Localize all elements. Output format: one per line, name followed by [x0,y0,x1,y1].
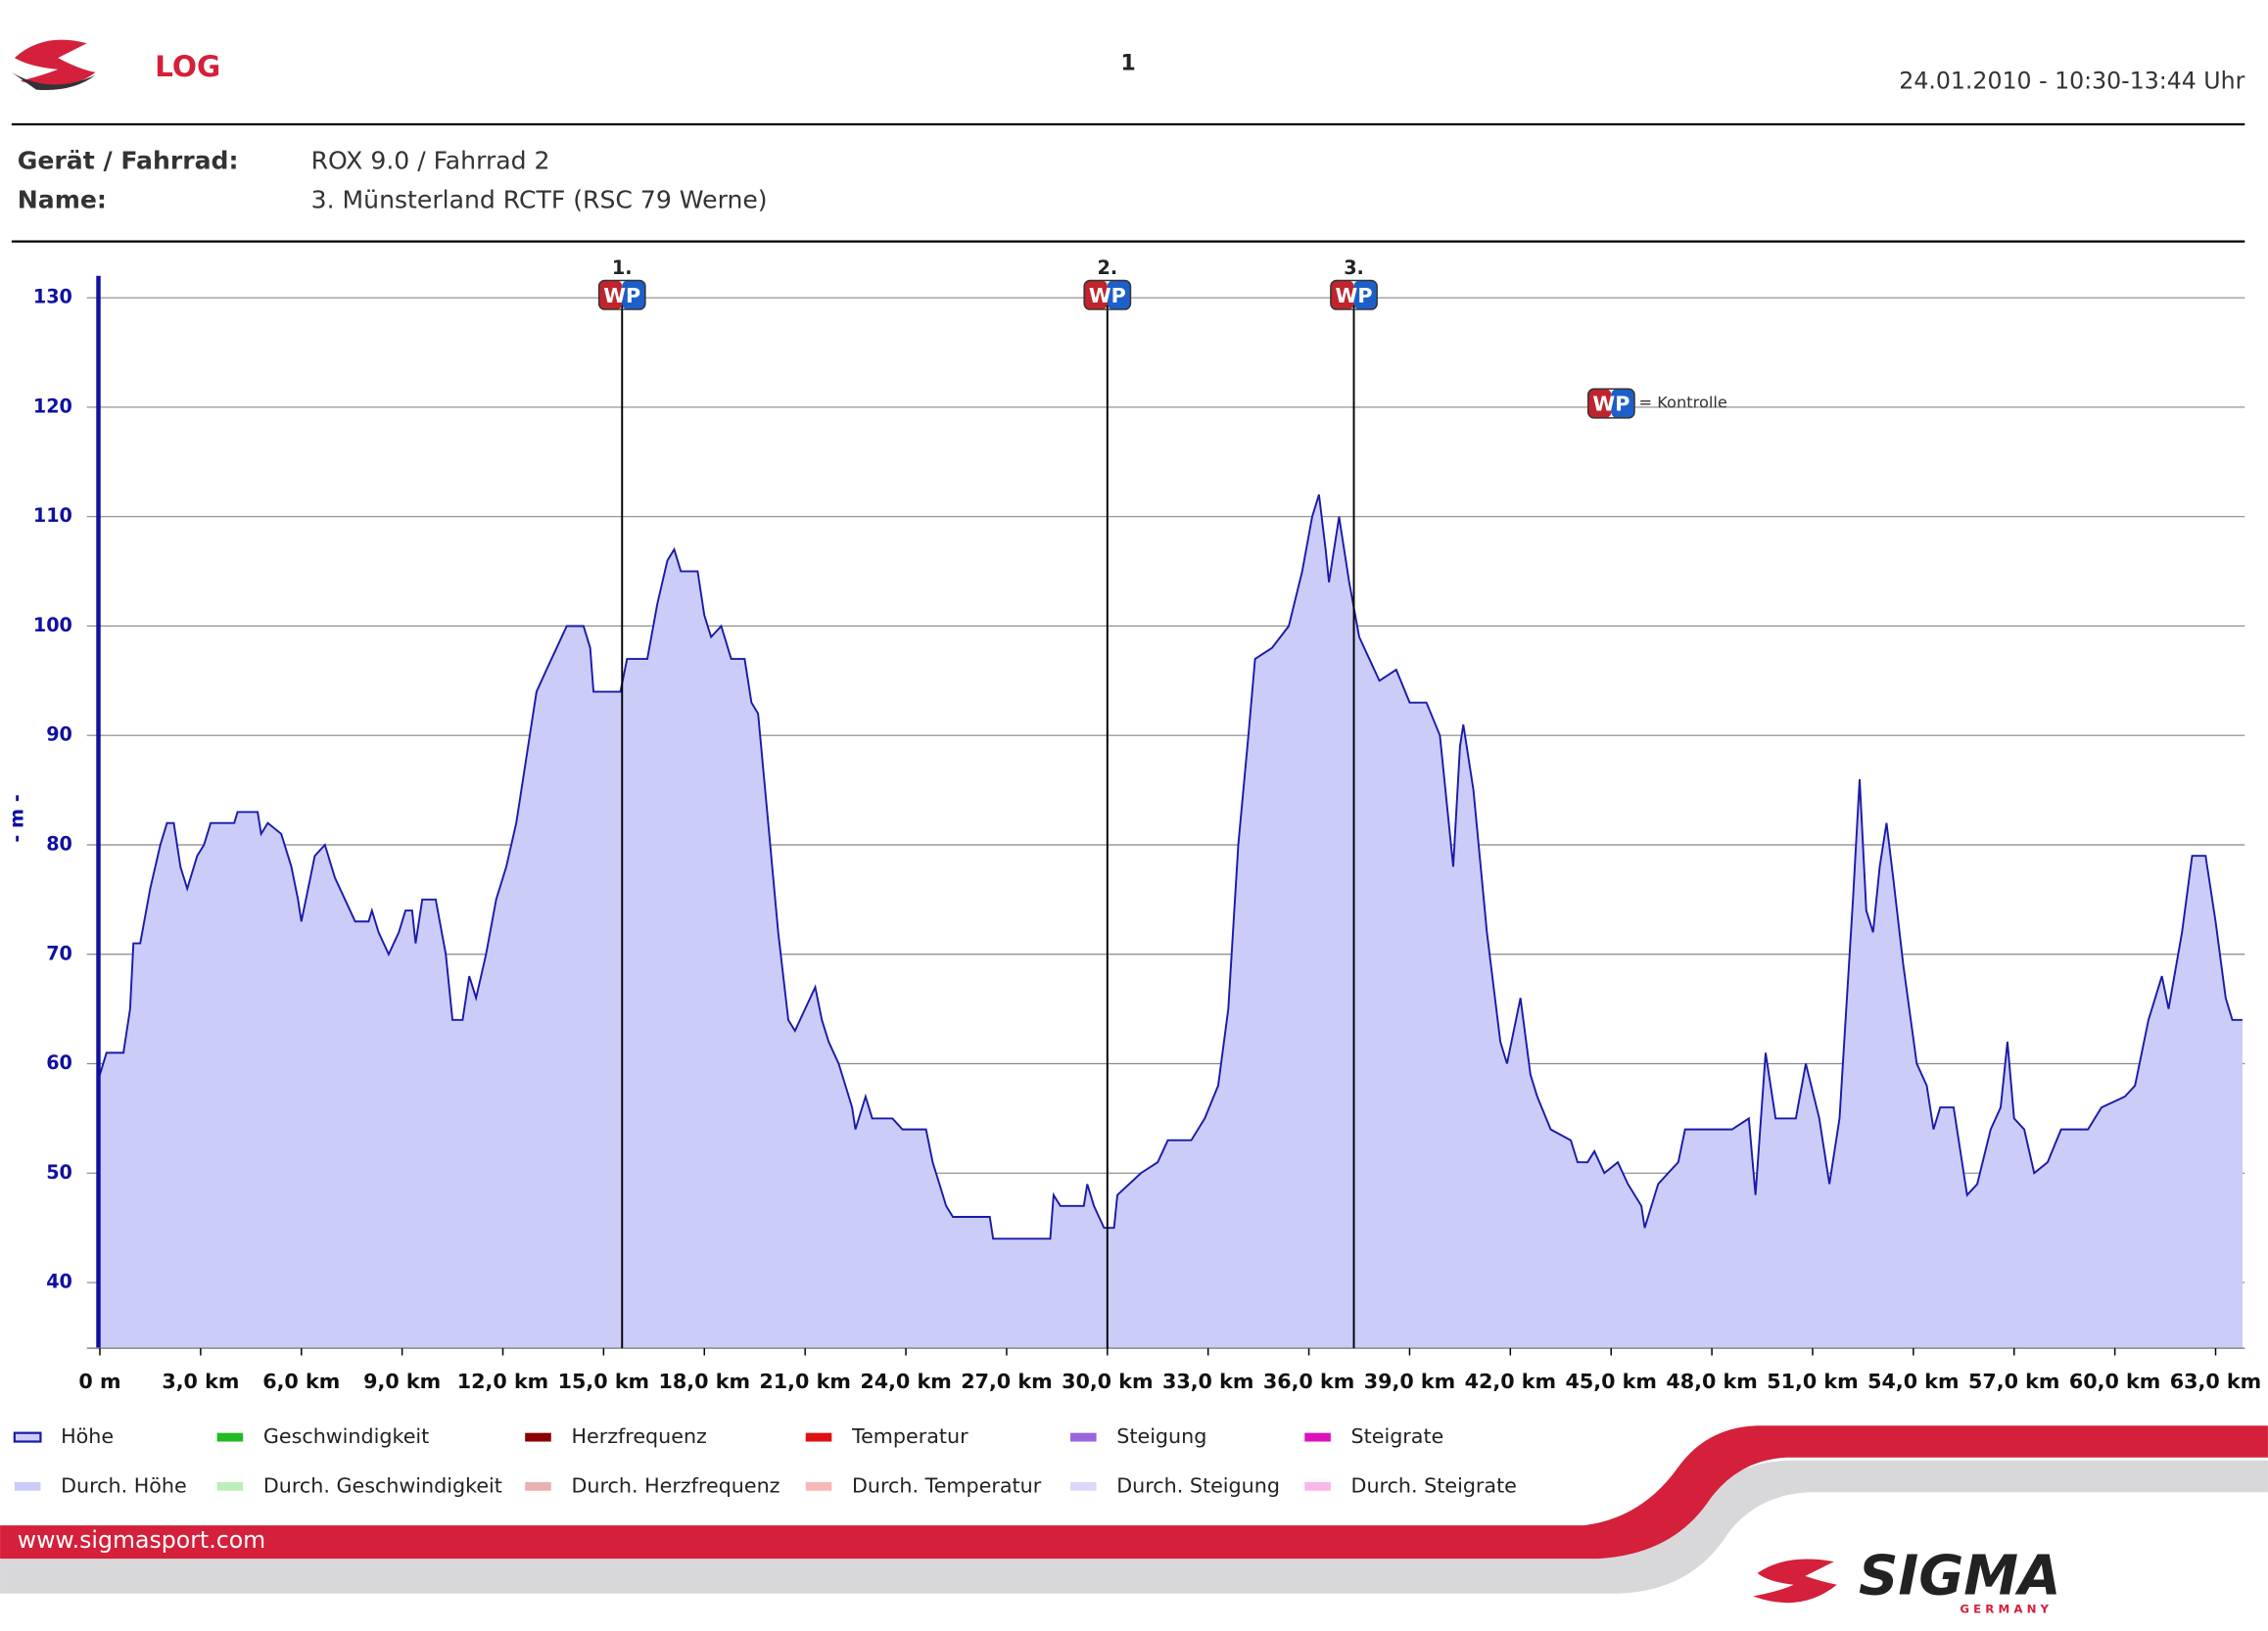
y-tick-label: 100 [33,614,72,636]
legend-swatch [216,1432,244,1442]
legend-swatch [13,1431,42,1443]
waypoint-label: 3. [1344,256,1364,279]
info-value: ROX 9.0 / Fahrrad 2 [311,146,550,174]
x-tick-label: 30,0 km [1062,1370,1153,1393]
plot: 40 50 60 70 80 90 100 110 120 130 0 m 3,0 km 6,0 km 9… [13,256,2261,1497]
wp-badge-right [1353,280,1378,310]
footer-band-gray [0,1460,2268,1594]
x-tick-label: 0 m [78,1370,120,1393]
wp-badge-left [1330,280,1354,310]
x-tick-label: 6,0 km [262,1370,340,1393]
y-tick-label: 70 [46,942,72,964]
x-tick-label: 3,0 km [162,1370,239,1393]
wp-badge-right [1611,389,1635,418]
wp-badge-text: WP [603,284,640,307]
x-tick-label: 51,0 km [1767,1370,1858,1393]
wp-badge-frame [1587,388,1635,419]
x-tick-label: 48,0 km [1666,1370,1757,1393]
x-tick-label: 39,0 km [1364,1370,1455,1393]
x-tick-label: 36,0 km [1263,1370,1354,1393]
wp-badge-text: WP [1336,284,1373,307]
waypoint-label: 1. [612,256,633,279]
legend-swatch [14,1481,41,1491]
x-tick-label: 63,0 km [2170,1370,2261,1393]
header-title: LOG [155,50,220,83]
legend-swatch [1304,1481,1331,1491]
brand-name: SIGMA [1859,1544,2061,1608]
x-tick-label: 24,0 km [860,1370,951,1393]
legend-swatch [1304,1432,1331,1442]
x-tick-label: 42,0 km [1465,1370,1556,1393]
x-tick-label: 18,0 km [659,1370,750,1393]
info-label: Gerät / Fahrrad: [18,146,239,174]
legend-swatch [1070,1432,1097,1442]
wp-badge-left [598,280,623,310]
x-tick-label: 45,0 km [1565,1370,1656,1393]
wp-badge-right [1107,280,1131,310]
info-value: 3. Münsterland RCTF (RSC 79 Werne) [311,185,768,213]
legend-label: Durch. Steigung [1116,1473,1280,1497]
logo-shadow [11,71,96,90]
x-tick-label: 9,0 km [363,1370,441,1393]
wp-badge-text: WP [1089,284,1126,307]
legend-label: Geschwindigkeit [263,1424,429,1448]
footer-band-red [0,1425,2268,1560]
y-tick-label: 90 [46,723,72,746]
legend-label: Steigrate [1351,1424,1444,1448]
legend-swatch [525,1481,551,1491]
legend-label: Durch. Geschwindigkeit [263,1473,502,1497]
wp-badge-frame [597,279,646,310]
wp-badge-frame [1083,279,1132,310]
legend-label: Durch. Temperatur [852,1473,1042,1497]
x-tick-label: 21,0 km [759,1370,850,1393]
legend-label: Herzfrequenz [571,1424,706,1448]
area-fill [99,494,2243,1349]
x-tick-label: 57,0 km [1968,1370,2059,1393]
y-axis-label: - m - [5,794,27,842]
legend-swatch [525,1432,551,1442]
page-number: 1 [1120,50,1135,75]
waypoint-label: 2. [1097,256,1117,279]
x-tick-label: 12,0 km [457,1370,548,1393]
brand-country: G E R M A N Y [1960,1602,2049,1615]
y-tick-label: 80 [46,832,72,855]
legend-label: Steigung [1116,1424,1206,1448]
x-tick-label: 15,0 km [558,1370,649,1393]
y-tick-label: 40 [46,1271,72,1293]
legend-label: Durch. Steigrate [1351,1473,1517,1497]
x-tick-label: 54,0 km [1867,1370,1959,1393]
wp-badge-left [1587,389,1612,418]
y-tick-label: 50 [46,1161,72,1184]
y-tick-label: 130 [33,286,72,308]
legend-label: Temperatur [851,1424,969,1448]
legend-swatch [805,1481,832,1491]
wp-badge-left [1084,280,1108,310]
legend-label: Durch. Höhe [61,1473,187,1497]
logo-swoosh [14,39,96,87]
y-tick-label: 60 [46,1051,72,1074]
legend-label: Höhe [61,1424,114,1448]
header-date: 24.01.2010 - 10:30-13:44 Uhr [1899,68,2244,95]
x-tick-label: 33,0 km [1162,1370,1253,1393]
area-line [99,493,2243,1240]
x-tick-label: 60,0 km [2069,1370,2160,1393]
y-tick-label: 120 [33,395,72,417]
y-tick-label: 110 [33,504,72,527]
wp-badge-text: WP [1592,393,1630,416]
legend-swatch [805,1432,832,1442]
legend-swatch [216,1481,244,1491]
brand-swoosh [1753,1559,1837,1604]
wp-badge-frame [1330,279,1378,310]
legend-label: Durch. Herzfrequenz [571,1473,780,1497]
x-tick-label: 27,0 km [961,1370,1052,1393]
waypoint-legend: = Kontrolle [1638,394,1726,412]
footer-url: www.sigmasport.com [18,1526,265,1554]
wp-badge-right [622,280,645,310]
info-label: Name: [18,185,107,213]
legend-swatch [1070,1481,1097,1491]
